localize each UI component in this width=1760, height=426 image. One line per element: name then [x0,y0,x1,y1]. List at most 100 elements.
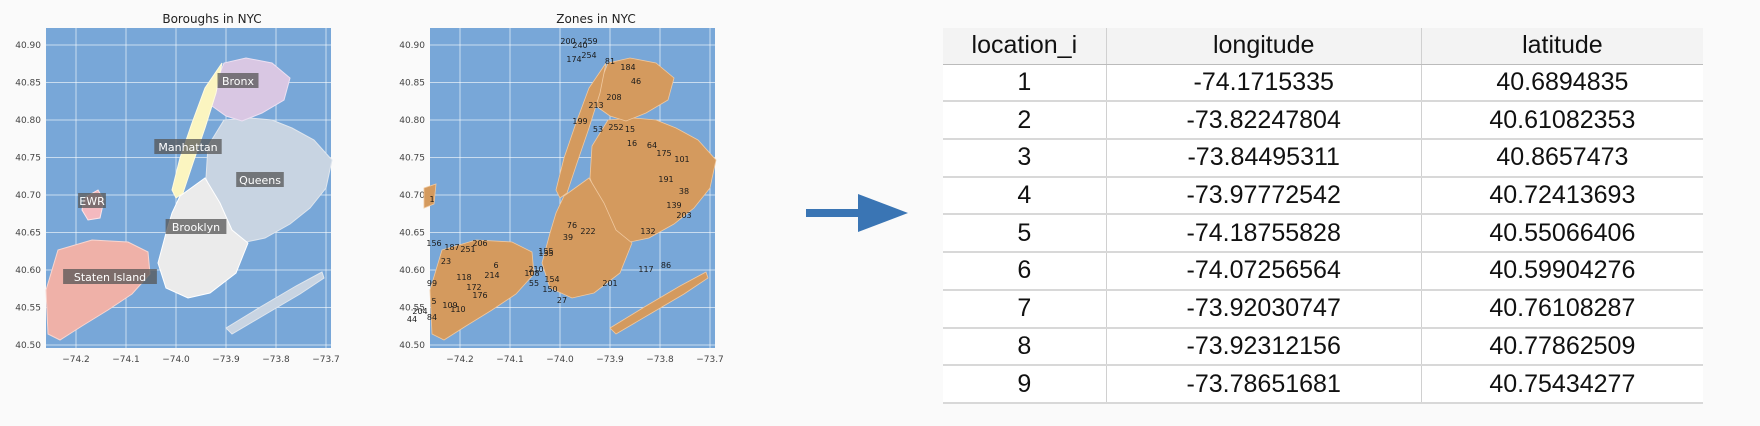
zone-label: 15 [625,125,635,134]
cell-location: 9 [943,365,1107,404]
borough-label-2-text: Queens [239,174,281,187]
cell-location: 6 [943,252,1107,291]
zone-label: 1 [429,195,434,204]
zone-label: 117 [638,265,653,274]
right-map-y-tick-label: 40.90 [399,41,425,51]
cell-longitude: -74.1715335 [1106,64,1422,103]
cell-latitude: 40.6894835 [1421,64,1703,103]
cell-longitude: -74.18755828 [1106,214,1422,254]
zone-label: 6 [493,261,498,270]
table-row: 3 -73.84495311 40.8657473 [943,139,1703,178]
cell-location: 5 [943,214,1107,254]
borough-label-2-bg [236,172,284,187]
zone-label: 176 [472,291,487,300]
rockaway-region [225,271,325,335]
zone-label: 203 [676,211,691,220]
right-map-y-tick-label: 40.50 [399,341,425,351]
zone-label: 99 [427,279,437,288]
cell-latitude: 40.59904276 [1421,252,1703,291]
borough-label-4-text: Brooklyn [172,221,220,234]
right-map-y-tick-label: 40.70 [399,191,425,201]
zone-label: 214 [484,271,499,280]
zone-label: 172 [466,283,481,292]
table-row: 6 -74.07256564 40.59904276 [943,252,1703,291]
cell-latitude: 40.76108287 [1421,289,1703,329]
table-row: 2 -73.82247804 40.61082353 [943,101,1703,141]
zone-label: 53 [593,125,603,134]
cell-longitude: -74.07256564 [1106,252,1422,291]
borough-label-1-text: Manhattan [158,141,217,154]
manhattan-region [171,62,223,199]
zone-label: 86 [661,261,671,270]
zone-label: 27 [557,296,567,305]
cell-longitude: -73.92030747 [1106,289,1422,329]
right-map-x-tick-label: −74.1 [496,355,524,365]
zone-area-rockaway [609,271,709,335]
borough-label-3: EWR [78,193,106,208]
zone-area-brooklyn [541,177,633,299]
zone-label: 191 [658,175,673,184]
cell-latitude: 40.61082353 [1421,101,1703,141]
arrow-shaft [806,209,864,217]
cell-longitude: -73.82247804 [1106,101,1422,141]
zones-map-svg: −74.2 −74.1 −74.0 −73.9 −73.8 −73.7 40.90 40.85… [399,28,724,365]
zone-label: 110 [450,305,465,314]
zone-label: 222 [580,227,595,236]
table-row: 5 -74.18755828 40.55066406 [943,214,1703,254]
zone-label: 155 [538,249,553,258]
cell-latitude: 40.55066406 [1421,214,1703,254]
zone-label: 46 [631,77,641,86]
borough-label-3-bg [78,193,106,208]
zone-label: 39 [563,233,573,242]
zone-label: 101 [674,155,689,164]
zone-label: 132 [640,227,655,236]
zone-label: 155 [538,247,553,256]
left-map-x-tick-label: −74.0 [162,355,190,365]
zone-area-newark [423,183,437,209]
left-map-x-tick-label: −74.2 [62,355,90,365]
zone-label: 259 [582,37,597,46]
right-arrow-icon [806,194,908,232]
cell-longitude: -73.84495311 [1106,139,1422,178]
cell-location: 2 [943,101,1107,141]
borough-label-1-bg [154,139,222,154]
left-map-title: Boroughs in NYC [162,12,262,26]
cell-location: 1 [943,64,1107,103]
zone-label: 240 [572,41,587,50]
cell-location: 8 [943,327,1107,367]
staten-island-region [45,239,151,341]
zone-label: 109 [442,301,457,310]
zone-label: 187 [444,243,459,252]
right-map-y-tick-label: 40.75 [399,154,425,164]
zone-label: 38 [679,187,689,196]
table-row: 1 -74.1715335 40.6894835 [943,64,1703,103]
cell-latitude: 40.75434277 [1421,365,1703,404]
zone-label: 139 [666,201,681,210]
zone-label: 16 [627,139,637,148]
right-map-y-tick-label: 40.85 [399,79,425,89]
zone-label: 108 [524,269,539,278]
left-map-x-tick-label: −73.9 [212,355,240,365]
zone-label: 64 [647,141,657,150]
cell-longitude: -73.92312156 [1106,327,1422,367]
left-map-x-tick-label: −74.1 [112,355,140,365]
zone-label: 154 [544,275,559,284]
right-map-y-tick-label: 40.55 [399,304,425,314]
zone-label: 175 [656,149,671,158]
left-map-y-tick-label: 40.80 [15,116,41,126]
zone-label: 23 [441,257,451,266]
borough-label-0: Bronx [217,73,259,88]
left-map-y-tick-label: 40.55 [15,304,41,314]
zone-label: 206 [472,239,487,248]
zone-label: 213 [588,101,603,110]
cell-longitude: -73.78651681 [1106,365,1422,404]
zone-label: 204 [412,307,427,316]
zone-label: 156 [426,239,441,248]
borough-label-0-bg [217,73,259,88]
left-map-x-tick-label: −73.7 [312,355,340,365]
left-map-y-tick-label: 40.75 [15,154,41,164]
borough-label-4: Brooklyn [165,219,227,234]
zone-label: 200 [560,37,575,46]
left-map-y-tick-label: 40.50 [15,341,41,351]
borough-label-5-text: Staten Island [74,271,146,284]
